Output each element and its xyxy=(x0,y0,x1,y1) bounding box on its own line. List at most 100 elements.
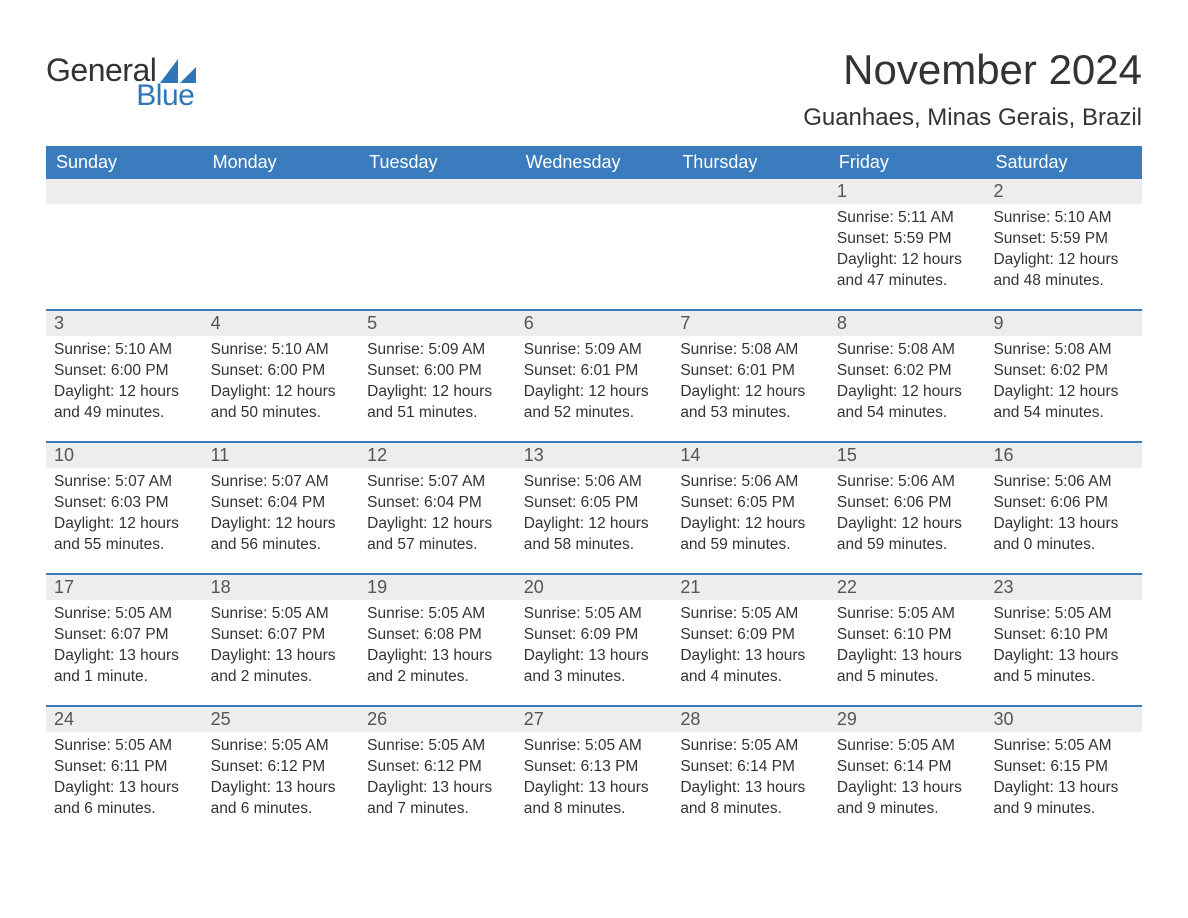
sunset-line: Sunset: 6:02 PM xyxy=(993,361,1134,382)
day-cell: 19Sunrise: 5:05 AMSunset: 6:08 PMDayligh… xyxy=(359,575,516,693)
day-number: 19 xyxy=(359,575,516,600)
sunrise-line: Sunrise: 5:08 AM xyxy=(993,340,1134,361)
sunset-line: Sunset: 5:59 PM xyxy=(993,229,1134,250)
sunrise-line: Sunrise: 5:08 AM xyxy=(837,340,978,361)
day-number: 21 xyxy=(672,575,829,600)
day-cell: 11Sunrise: 5:07 AMSunset: 6:04 PMDayligh… xyxy=(203,443,360,561)
day-number: 9 xyxy=(985,311,1142,336)
sunset-line: Sunset: 6:05 PM xyxy=(524,493,665,514)
day-header-tuesday: Tuesday xyxy=(359,146,516,179)
day-details: Sunrise: 5:06 AMSunset: 6:05 PMDaylight:… xyxy=(516,468,673,556)
sunset-line: Sunset: 6:09 PM xyxy=(524,625,665,646)
sunset-line: Sunset: 6:04 PM xyxy=(367,493,508,514)
day-number: 12 xyxy=(359,443,516,468)
day-number: 20 xyxy=(516,575,673,600)
sunrise-line: Sunrise: 5:09 AM xyxy=(524,340,665,361)
day-details: Sunrise: 5:05 AMSunset: 6:09 PMDaylight:… xyxy=(672,600,829,688)
sunrise-line: Sunrise: 5:05 AM xyxy=(54,736,195,757)
day-details: Sunrise: 5:07 AMSunset: 6:04 PMDaylight:… xyxy=(203,468,360,556)
day-details: Sunrise: 5:05 AMSunset: 6:10 PMDaylight:… xyxy=(985,600,1142,688)
day-details: Sunrise: 5:08 AMSunset: 6:02 PMDaylight:… xyxy=(829,336,986,424)
daylight-line: Daylight: 12 hours and 57 minutes. xyxy=(367,514,508,556)
sunrise-line: Sunrise: 5:06 AM xyxy=(680,472,821,493)
daylight-line: Daylight: 13 hours and 5 minutes. xyxy=(993,646,1134,688)
daylight-line: Daylight: 12 hours and 56 minutes. xyxy=(211,514,352,556)
day-number: 13 xyxy=(516,443,673,468)
day-details: Sunrise: 5:06 AMSunset: 6:06 PMDaylight:… xyxy=(985,468,1142,556)
month-title: November 2024 xyxy=(803,46,1142,94)
day-cell xyxy=(516,179,673,297)
day-cell: 25Sunrise: 5:05 AMSunset: 6:12 PMDayligh… xyxy=(203,707,360,825)
sunset-line: Sunset: 6:12 PM xyxy=(367,757,508,778)
day-number: 6 xyxy=(516,311,673,336)
day-details: Sunrise: 5:05 AMSunset: 6:15 PMDaylight:… xyxy=(985,732,1142,820)
day-details: Sunrise: 5:06 AMSunset: 6:06 PMDaylight:… xyxy=(829,468,986,556)
day-cell: 9Sunrise: 5:08 AMSunset: 6:02 PMDaylight… xyxy=(985,311,1142,429)
day-number: 3 xyxy=(46,311,203,336)
day-cell: 5Sunrise: 5:09 AMSunset: 6:00 PMDaylight… xyxy=(359,311,516,429)
daylight-line: Daylight: 13 hours and 6 minutes. xyxy=(54,778,195,820)
daylight-line: Daylight: 13 hours and 9 minutes. xyxy=(837,778,978,820)
day-number xyxy=(516,179,673,204)
daylight-line: Daylight: 13 hours and 0 minutes. xyxy=(993,514,1134,556)
day-cell: 23Sunrise: 5:05 AMSunset: 6:10 PMDayligh… xyxy=(985,575,1142,693)
daylight-line: Daylight: 12 hours and 47 minutes. xyxy=(837,250,978,292)
week-row: 24Sunrise: 5:05 AMSunset: 6:11 PMDayligh… xyxy=(46,705,1142,825)
sunset-line: Sunset: 6:04 PM xyxy=(211,493,352,514)
sunset-line: Sunset: 6:12 PM xyxy=(211,757,352,778)
day-cell: 22Sunrise: 5:05 AMSunset: 6:10 PMDayligh… xyxy=(829,575,986,693)
day-number: 7 xyxy=(672,311,829,336)
calendar: SundayMondayTuesdayWednesdayThursdayFrid… xyxy=(46,146,1142,825)
sunrise-line: Sunrise: 5:05 AM xyxy=(837,736,978,757)
daylight-line: Daylight: 13 hours and 5 minutes. xyxy=(837,646,978,688)
sunset-line: Sunset: 6:14 PM xyxy=(680,757,821,778)
sunrise-line: Sunrise: 5:10 AM xyxy=(211,340,352,361)
header: General Blue November 2024 Guanhaes, Min… xyxy=(46,38,1142,132)
sunrise-line: Sunrise: 5:07 AM xyxy=(367,472,508,493)
day-details: Sunrise: 5:07 AMSunset: 6:04 PMDaylight:… xyxy=(359,468,516,556)
sunrise-line: Sunrise: 5:05 AM xyxy=(993,736,1134,757)
daylight-line: Daylight: 12 hours and 58 minutes. xyxy=(524,514,665,556)
day-number: 17 xyxy=(46,575,203,600)
day-cell: 29Sunrise: 5:05 AMSunset: 6:14 PMDayligh… xyxy=(829,707,986,825)
sunset-line: Sunset: 6:06 PM xyxy=(993,493,1134,514)
sunrise-line: Sunrise: 5:06 AM xyxy=(837,472,978,493)
day-cell xyxy=(359,179,516,297)
day-number: 10 xyxy=(46,443,203,468)
day-details: Sunrise: 5:05 AMSunset: 6:12 PMDaylight:… xyxy=(359,732,516,820)
week-row: 1Sunrise: 5:11 AMSunset: 5:59 PMDaylight… xyxy=(46,179,1142,297)
day-number: 16 xyxy=(985,443,1142,468)
daylight-line: Daylight: 13 hours and 2 minutes. xyxy=(211,646,352,688)
day-details: Sunrise: 5:05 AMSunset: 6:12 PMDaylight:… xyxy=(203,732,360,820)
sunrise-line: Sunrise: 5:05 AM xyxy=(837,604,978,625)
day-cell: 1Sunrise: 5:11 AMSunset: 5:59 PMDaylight… xyxy=(829,179,986,297)
location: Guanhaes, Minas Gerais, Brazil xyxy=(803,104,1142,132)
sunset-line: Sunset: 6:01 PM xyxy=(524,361,665,382)
day-cell: 6 Sunrise: 5:09 AMSunset: 6:01 PMDaylight… xyxy=(516,311,673,429)
sunset-line: Sunset: 6:05 PM xyxy=(680,493,821,514)
day-cell: 17Sunrise: 5:05 AMSunset: 6:07 PMDayligh… xyxy=(46,575,203,693)
sunrise-line: Sunrise: 5:05 AM xyxy=(211,604,352,625)
logo: General Blue xyxy=(46,52,196,113)
day-details: Sunrise: 5:06 AMSunset: 6:05 PMDaylight:… xyxy=(672,468,829,556)
day-header-wednesday: Wednesday xyxy=(516,146,673,179)
sunset-line: Sunset: 5:59 PM xyxy=(837,229,978,250)
day-cell: 13Sunrise: 5:06 AMSunset: 6:05 PMDayligh… xyxy=(516,443,673,561)
daylight-line: Daylight: 12 hours and 52 minutes. xyxy=(524,382,665,424)
sunrise-line: Sunrise: 5:05 AM xyxy=(211,736,352,757)
day-number: 26 xyxy=(359,707,516,732)
day-cell: 20Sunrise: 5:05 AMSunset: 6:09 PMDayligh… xyxy=(516,575,673,693)
sunrise-line: Sunrise: 5:05 AM xyxy=(993,604,1134,625)
day-cell: 15Sunrise: 5:06 AMSunset: 6:06 PMDayligh… xyxy=(829,443,986,561)
sunrise-line: Sunrise: 5:05 AM xyxy=(367,736,508,757)
sunset-line: Sunset: 6:02 PM xyxy=(837,361,978,382)
day-number: 18 xyxy=(203,575,360,600)
day-details: Sunrise: 5:05 AMSunset: 6:07 PMDaylight:… xyxy=(46,600,203,688)
day-number: 11 xyxy=(203,443,360,468)
day-number: 28 xyxy=(672,707,829,732)
day-cell: 2Sunrise: 5:10 AMSunset: 5:59 PMDaylight… xyxy=(985,179,1142,297)
daylight-line: Daylight: 13 hours and 1 minute. xyxy=(54,646,195,688)
day-cell: 24Sunrise: 5:05 AMSunset: 6:11 PMDayligh… xyxy=(46,707,203,825)
day-header-thursday: Thursday xyxy=(672,146,829,179)
day-details: Sunrise: 5:08 AMSunset: 6:02 PMDaylight:… xyxy=(985,336,1142,424)
